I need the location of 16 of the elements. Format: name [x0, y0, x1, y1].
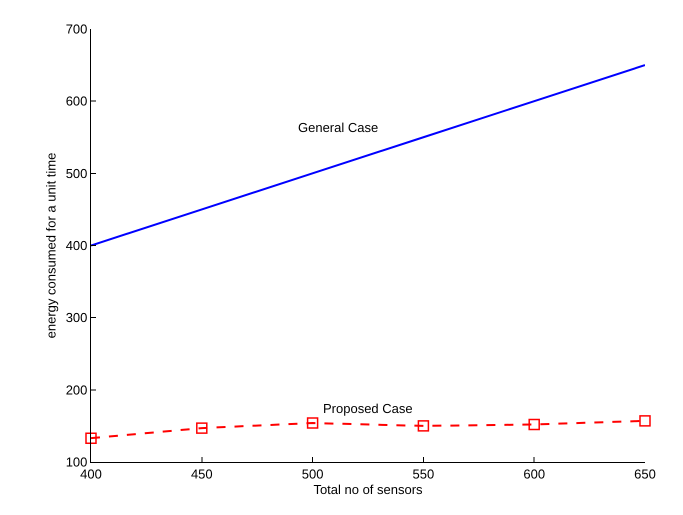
series-label: Proposed Case: [323, 401, 413, 416]
x-tick-label: 500: [302, 466, 324, 482]
y-tick-label: 700: [66, 22, 88, 37]
x-axis-title: Total no of sensors: [313, 482, 424, 498]
x-tick-label: 600: [523, 466, 546, 482]
y-tick-label: 300: [66, 310, 88, 326]
series-label: General Case: [298, 120, 378, 135]
y-axis-title: energy consumed for a unit time: [44, 152, 59, 338]
y-tick-label: 500: [66, 166, 88, 181]
y-tick-label: 200: [66, 382, 88, 398]
x-tick-label: 550: [412, 466, 434, 482]
y-tick-label: 400: [66, 238, 88, 254]
y-tick-label: 600: [66, 94, 88, 109]
x-tick-label: 450: [190, 466, 213, 482]
line-series: [91, 64, 645, 246]
x-tick-label: 650: [634, 466, 656, 482]
